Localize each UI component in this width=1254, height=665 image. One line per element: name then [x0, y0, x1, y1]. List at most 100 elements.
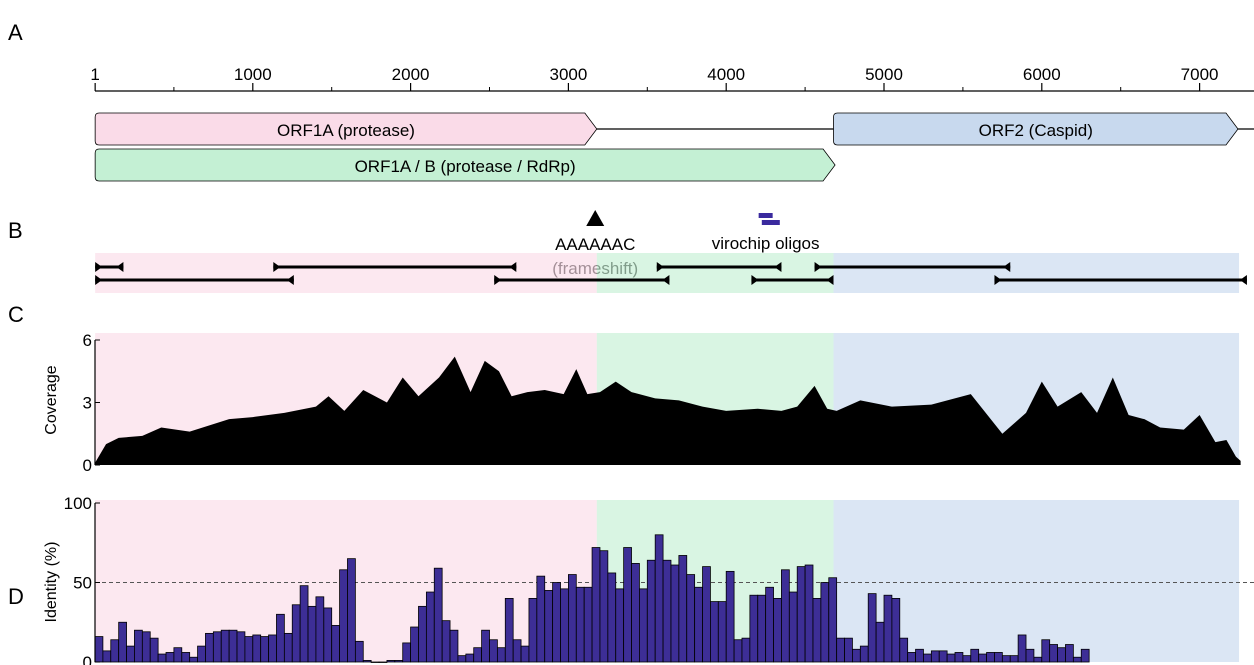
panel-label-c: C	[8, 302, 24, 327]
identity-bar	[883, 594, 893, 663]
genome-axis-tick-label: 4000	[707, 65, 745, 84]
identity-bar	[315, 596, 325, 663]
frameshift-sequence-label: AAAAAAC	[555, 235, 635, 254]
identity-bar	[654, 534, 664, 663]
amplicon-start-arrow	[656, 262, 664, 272]
identity-bar	[583, 586, 593, 663]
identity-bar	[473, 647, 483, 663]
identity-bar	[197, 645, 206, 663]
identity-bar	[686, 574, 696, 663]
identity-bar	[938, 650, 948, 663]
identity-bar	[1001, 655, 1011, 663]
amplicon-end-arrow	[1239, 275, 1247, 285]
identity-bar	[836, 637, 845, 663]
identity-bar	[347, 558, 356, 663]
identity-bar	[867, 593, 877, 663]
gene-arrow	[833, 112, 1239, 146]
identity-bar	[710, 601, 719, 663]
amplicon-end-arrow	[826, 275, 834, 285]
amplicon-end-arrow	[509, 262, 517, 272]
identity-bar	[781, 569, 790, 663]
identity-bar	[102, 650, 112, 663]
identity-bar	[489, 639, 498, 663]
panel-label-d: D	[8, 584, 24, 609]
identity-bar	[228, 629, 238, 663]
identity-bar	[205, 632, 214, 663]
identity-bar	[362, 660, 372, 663]
identity-bar	[1025, 648, 1035, 663]
amplicon-start-arrow	[95, 262, 103, 272]
identity-bar	[678, 555, 688, 663]
identity-bar	[481, 629, 490, 663]
identity-bar	[165, 652, 175, 663]
identity-bar	[954, 652, 964, 663]
identity-bar	[181, 652, 191, 663]
identity-bar	[110, 639, 120, 663]
identity-bar	[134, 629, 143, 663]
amplicon-start-arrow	[994, 275, 1002, 285]
identity-bar	[189, 656, 198, 663]
identity-bar	[354, 640, 364, 663]
oligo-mark	[761, 220, 780, 225]
identity-y-tick-label: 100	[64, 494, 92, 513]
identity-bar	[946, 653, 956, 663]
identity-bar	[496, 647, 506, 663]
amplicon-end-arrow	[1003, 262, 1011, 272]
identity-bar	[402, 642, 411, 663]
identity-bar	[173, 647, 183, 663]
identity-bar	[907, 652, 916, 663]
genome-axis-tick-label: 7000	[1181, 65, 1219, 84]
identity-bar	[260, 636, 269, 663]
identity-bar	[339, 569, 348, 663]
identity-bar	[923, 653, 932, 663]
identity-bar	[520, 645, 530, 663]
identity-bar	[852, 648, 861, 663]
identity-bar	[252, 634, 262, 663]
identity-bar	[212, 631, 222, 663]
amplicon-region-shade	[596, 253, 834, 293]
identity-bar	[536, 575, 546, 663]
identity-bar	[670, 564, 680, 663]
identity-bar	[1065, 644, 1074, 663]
identity-bar	[465, 653, 475, 663]
identity-bar	[757, 594, 767, 663]
identity-bar	[930, 650, 940, 663]
genome-axis-tick-label: 3000	[549, 65, 587, 84]
identity-bar	[1049, 644, 1058, 663]
panel-label-b: B	[8, 218, 23, 243]
amplicon-region-shade	[833, 253, 1240, 293]
identity-bar	[662, 559, 672, 663]
identity-bar	[765, 586, 774, 663]
identity-bar	[441, 620, 451, 663]
panel-label-a: A	[8, 20, 23, 45]
identity-bar	[773, 598, 782, 663]
amplicon-region-shade	[95, 253, 597, 293]
identity-bar	[244, 636, 254, 663]
identity-bar	[631, 563, 640, 663]
gene-label: ORF1A / B (protease / RdRp)	[355, 157, 576, 176]
identity-bar	[828, 577, 838, 663]
identity-bar	[386, 660, 396, 663]
identity-region-shade	[833, 500, 1240, 662]
identity-bar	[331, 625, 340, 663]
identity-bar	[1057, 647, 1066, 663]
identity-bar	[283, 632, 293, 663]
amplicon-end-arrow	[116, 262, 124, 272]
oligo-label: virochip oligos	[712, 234, 820, 253]
identity-bar	[157, 653, 167, 663]
identity-bar	[796, 566, 806, 663]
identity-bar	[149, 637, 159, 663]
identity-bar	[749, 594, 759, 663]
identity-bar	[394, 660, 404, 663]
genome-axis-tick-label: 5000	[865, 65, 903, 84]
identity-bar	[323, 607, 333, 663]
identity-bar	[299, 585, 309, 663]
identity-bar	[1009, 655, 1019, 663]
genome-axis-tick-label: 1000	[234, 65, 272, 84]
identity-bar	[94, 636, 104, 663]
identity-y-tick-label: 0	[83, 653, 92, 665]
identity-bar	[544, 590, 554, 663]
identity-bar	[1033, 656, 1043, 663]
identity-bar	[859, 645, 869, 663]
